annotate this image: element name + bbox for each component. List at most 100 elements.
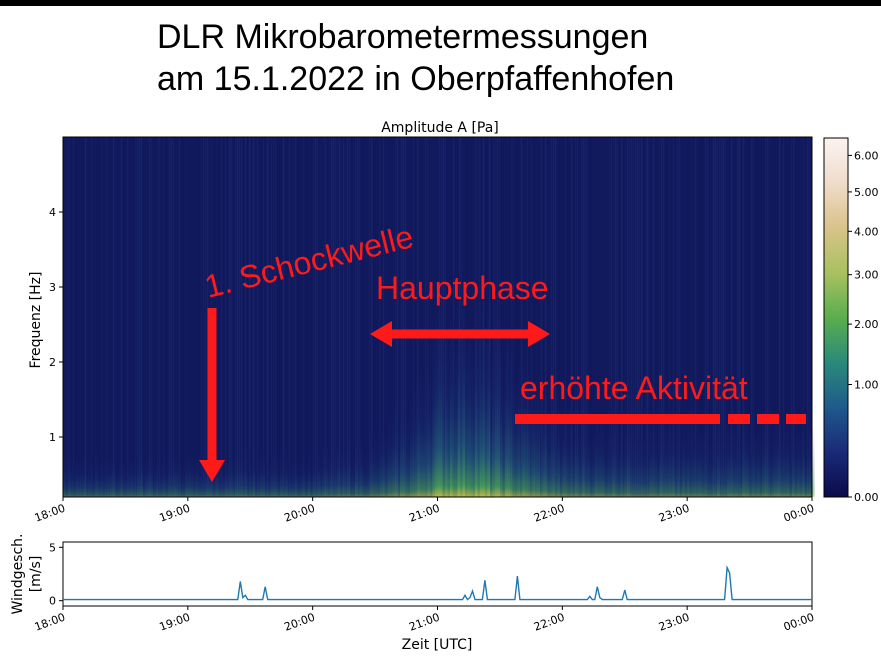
spectrogram-column <box>502 378 505 497</box>
spectrogram-column <box>642 432 645 497</box>
spectrogram-column <box>537 383 540 497</box>
spectrogram-stripe <box>353 137 355 497</box>
spectrogram-stripe <box>697 137 699 497</box>
spectrogram-column <box>417 361 421 497</box>
spectrogram-stripe <box>383 137 385 497</box>
spectrogram-column <box>544 390 548 497</box>
spectrogram-column <box>140 451 143 497</box>
spectrogram-stripe <box>753 137 755 497</box>
spectrogram-column <box>372 433 376 497</box>
spectrogram-column <box>68 458 71 497</box>
spectrogram-column <box>275 455 278 497</box>
spectrogram-stripe <box>809 137 811 497</box>
spectrogram-column <box>220 465 223 497</box>
spectrogram-stripe <box>629 137 631 497</box>
spectrogram-stripe <box>793 137 795 497</box>
spectrogram-stripe <box>375 137 377 497</box>
spectrogram-stripe <box>507 137 509 497</box>
spectrogram-stripe <box>119 137 121 497</box>
spectrogram-stripe <box>139 137 141 497</box>
spectrogram-stripe <box>317 137 319 497</box>
spectrogram-stripe <box>427 137 429 497</box>
spectrogram-stripe <box>247 137 249 497</box>
spectrogram-column <box>679 438 683 497</box>
colorbar-tick-label: 2.00 <box>854 318 879 331</box>
spectrogram-stripe <box>187 137 189 497</box>
spectrogram-stripe <box>405 137 407 497</box>
spectrogram-stripe <box>287 137 289 497</box>
spectrogram-stripe <box>73 137 75 497</box>
spectrogram-stripe <box>89 137 91 497</box>
spectrogram-stripe <box>679 137 681 497</box>
spectrogram-column <box>437 300 441 497</box>
spectrogram-column <box>519 383 523 497</box>
spectrogram-column <box>322 450 326 497</box>
spectrogram-stripe <box>315 137 317 497</box>
spectrogram-column <box>400 399 403 497</box>
spectrogram-stripe <box>261 137 263 497</box>
spectrogram-stripe <box>765 137 767 497</box>
spectrogram-stripe <box>157 137 159 497</box>
colorbar-ticks: 0.00 1.00 2.00 3.00 4.00 5.00 6.00 <box>848 149 879 504</box>
spectrogram-stripe <box>709 137 711 497</box>
spectrogram-stripe <box>485 137 487 497</box>
spectrogram-column <box>292 462 296 497</box>
spectrogram-stripe <box>743 137 745 497</box>
spectrogram-stripe <box>147 137 149 497</box>
spectrogram-column <box>542 387 545 497</box>
spectrogram-column <box>160 461 163 497</box>
spectrogram-stripe <box>69 137 71 497</box>
spectrogram-stripe <box>123 137 125 497</box>
spectrogram-column <box>522 356 525 497</box>
spectrogram-stripe <box>185 137 187 497</box>
spectrogram-column <box>407 412 411 497</box>
spectrogram-column <box>767 427 770 497</box>
spectrogram-stripe <box>173 137 175 497</box>
arrow-main-phase-left-head <box>370 321 392 347</box>
spectrogram-column <box>245 453 248 497</box>
spectrogram-stripe <box>635 137 637 497</box>
spectrogram-stripe <box>395 137 397 497</box>
spectrogram-column <box>729 423 733 497</box>
spectrogram-column <box>300 459 303 497</box>
spectrogram-column <box>809 428 813 497</box>
spectrogram-column <box>512 381 515 497</box>
spectrogram-stripe <box>371 137 373 497</box>
spectrogram-column <box>345 445 348 497</box>
spectrogram-stripe <box>607 137 609 497</box>
spectrogram-texture <box>63 137 813 497</box>
spectrogram-stripe <box>397 137 399 497</box>
spectrogram-column <box>78 457 81 497</box>
spectrogram-stripe <box>331 137 333 497</box>
spectrogram-column <box>102 463 106 497</box>
spectrogram-stripe <box>715 137 717 497</box>
spectrogram-stripe <box>751 137 753 497</box>
spectrogram-stripe <box>219 137 221 497</box>
spectrogram-stripe <box>755 137 757 497</box>
spectrogram-stripe <box>415 137 417 497</box>
spectrogram-column <box>177 459 181 497</box>
spectrogram-column <box>132 457 136 497</box>
wind-y-label-line-1: Windgesch. <box>10 534 26 615</box>
spectrogram-column <box>532 374 535 497</box>
spectrogram-stripe <box>351 137 353 497</box>
spectrogram-column <box>125 463 128 497</box>
spectrogram-column <box>362 450 366 497</box>
spectrogram-column <box>427 358 431 497</box>
spectrogram-stripe <box>699 137 701 497</box>
spectrogram-stripe <box>727 137 729 497</box>
spectrogram-stripe <box>107 137 109 497</box>
spectrogram-stripe <box>299 137 301 497</box>
spectrogram-column <box>235 451 238 497</box>
spectrogram-stripe <box>403 137 405 497</box>
spectrogram-column <box>612 414 615 497</box>
spectrogram-column <box>150 456 153 497</box>
spectrogram-stripe <box>217 137 219 497</box>
colorbar-tick-label: 4.00 <box>854 225 879 238</box>
spectrogram-stripe <box>795 137 797 497</box>
x-tick-label: 21:00 <box>407 611 441 634</box>
spectrogram-column <box>677 427 680 497</box>
spectrogram-column <box>682 418 685 497</box>
spectrogram-column <box>687 420 690 497</box>
spectrogram-column <box>739 435 743 497</box>
